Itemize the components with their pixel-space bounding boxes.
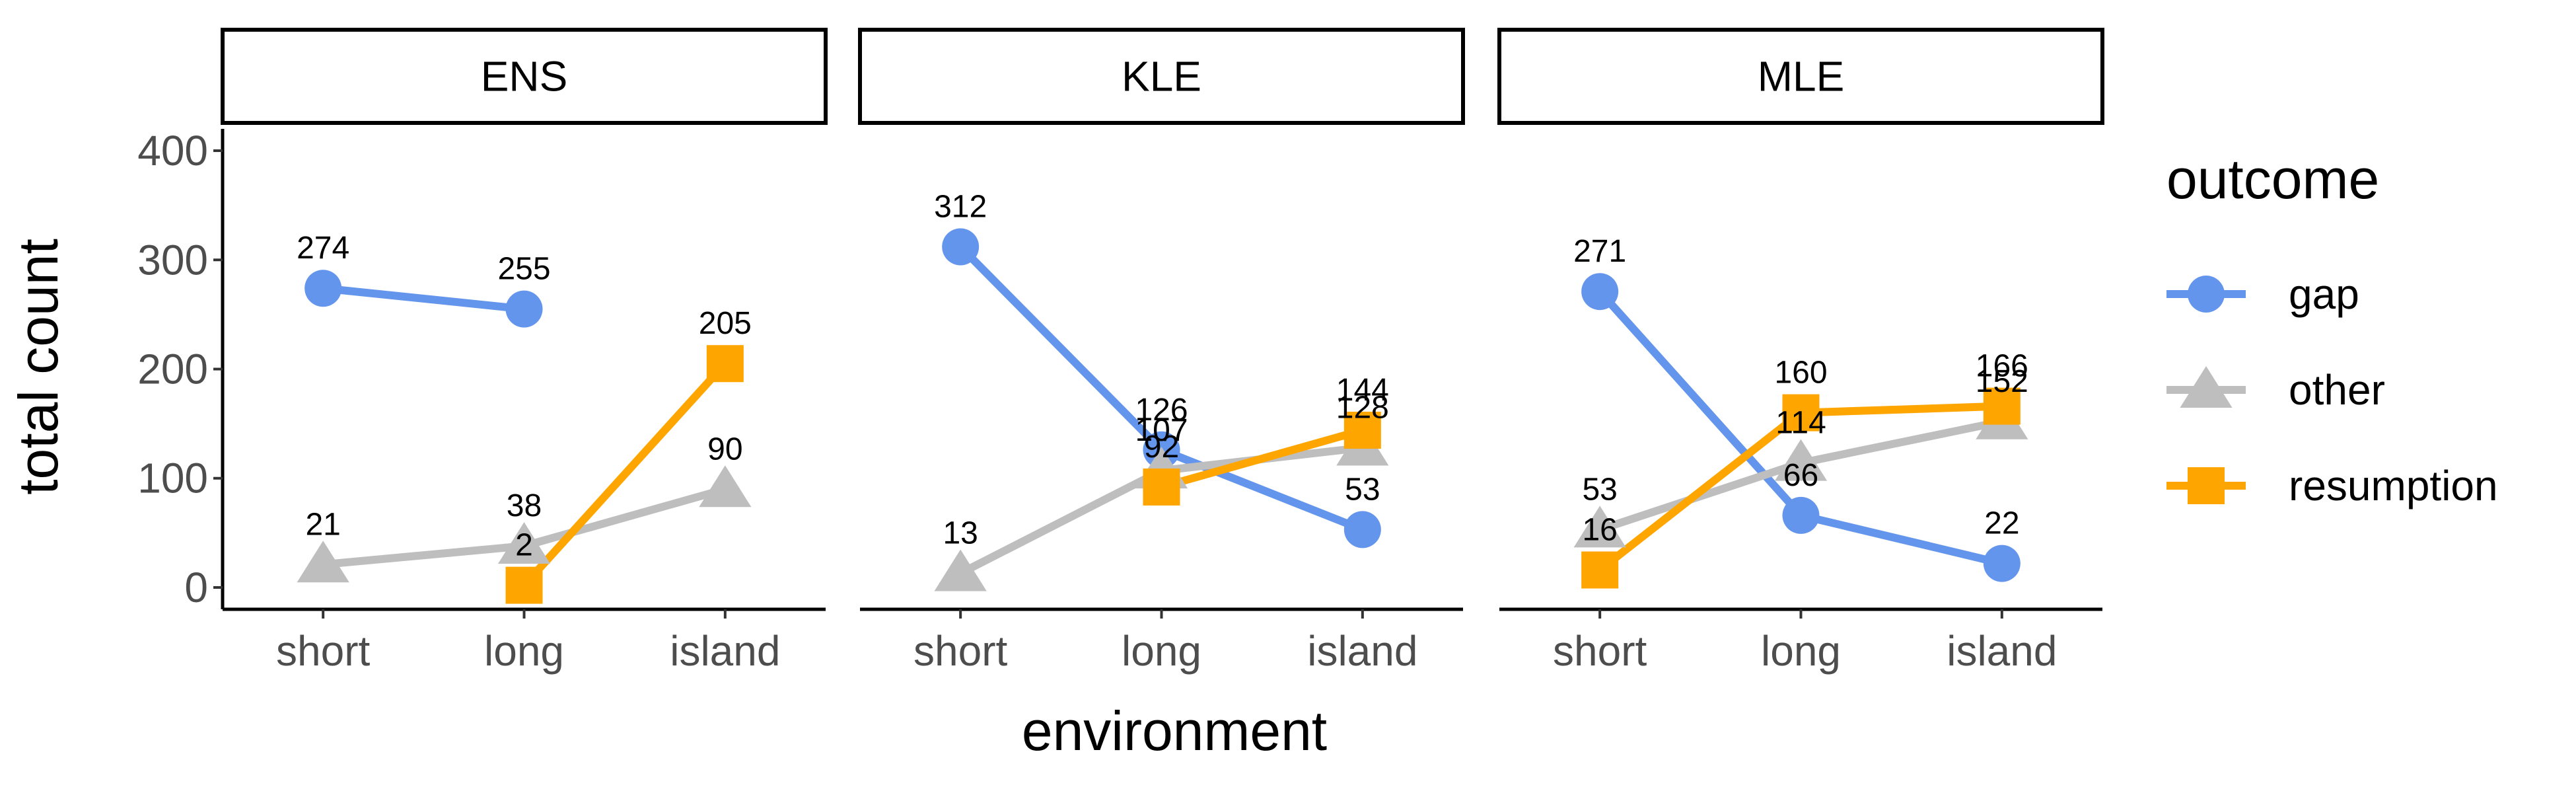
legend-label: resumption <box>2289 462 2498 510</box>
x-tick-label: short <box>1553 627 1647 675</box>
panel-kle: KLE short long island 312 126 53 13 107 128 92 144 <box>858 28 1465 675</box>
other-data-label: 114 <box>1775 406 1826 441</box>
gap-point <box>942 228 980 266</box>
resumption-data-label: 166 <box>1976 349 2028 384</box>
y-tick-label: 100 <box>137 455 208 502</box>
other-point <box>497 522 551 564</box>
gap-point <box>304 270 342 307</box>
other-point <box>934 549 987 591</box>
x-tick-label: long <box>484 627 564 675</box>
resumption-data-label: 16 <box>1582 513 1617 548</box>
other-point <box>699 465 752 508</box>
panel-ens: ENS short long island 274 255 21 38 90 2 205 <box>221 28 828 675</box>
gap-point <box>1343 511 1381 548</box>
gap-data-label: 312 <box>934 189 987 224</box>
legend-label: other <box>2289 366 2385 414</box>
gap-point <box>505 290 543 328</box>
resumption-point <box>706 345 744 383</box>
legend-item-resumption: resumption <box>2166 462 2498 510</box>
resumption-data-label: 205 <box>699 306 752 341</box>
resumption-point <box>1581 551 1619 589</box>
legend-label: gap <box>2289 270 2359 318</box>
x-tick-label: island <box>1307 627 1417 675</box>
y-tick-label: 400 <box>137 127 208 174</box>
resumption-data-label: 2 <box>515 528 533 563</box>
resumption-point <box>1143 468 1180 506</box>
y-axis: 0 100 200 300 400 <box>137 127 225 611</box>
x-tick-label: long <box>1761 627 1841 675</box>
gap-data-label: 271 <box>1573 234 1626 269</box>
y-tick-label: 300 <box>137 236 208 283</box>
panel-mle: MLE short long island 271 66 22 53 114 152 16 160 16… <box>1497 28 2104 675</box>
resumption-point <box>1343 412 1381 449</box>
legend-key-marker <box>2188 467 2225 504</box>
x-tick-label: short <box>913 627 1008 675</box>
resumption-point <box>1782 394 1820 432</box>
other-data-label: 107 <box>1135 413 1188 448</box>
resumption-data-label: 92 <box>1144 430 1179 465</box>
facet-strip-label: ENS <box>481 53 568 100</box>
gap-data-label: 126 <box>1135 393 1188 428</box>
facet-strip <box>858 28 1465 125</box>
x-tick-label: long <box>1122 627 1201 675</box>
y-axis-title: total count <box>7 239 69 495</box>
facet-strip <box>1497 28 2104 125</box>
other-data-label: 13 <box>943 515 978 550</box>
legend-key-marker <box>2188 276 2225 313</box>
facet-strip <box>221 28 828 125</box>
other-point <box>1573 506 1626 548</box>
other-point <box>297 541 349 583</box>
x-axis-title: environment <box>1022 700 1327 762</box>
resumption-point <box>1983 387 2021 425</box>
legend-item-other: other <box>2166 366 2385 414</box>
legend: outcome gap other resumption <box>2166 148 2498 510</box>
gap-line <box>322 284 525 313</box>
other-data-label: 53 <box>1582 472 1617 507</box>
legend-key-marker <box>2180 366 2233 408</box>
gap-data-label: 22 <box>1984 506 2019 541</box>
legend-item-gap: gap <box>2166 270 2359 318</box>
facet-panels: ENS short long island 274 255 21 38 90 2 205 KLE sho… <box>221 28 2104 675</box>
x-tick-label: short <box>276 627 371 675</box>
other-data-label: 128 <box>1336 390 1389 425</box>
resumption-line <box>1160 426 1364 491</box>
resumption-data-label: 144 <box>1336 373 1389 408</box>
gap-point <box>1782 496 1820 534</box>
gap-data-label: 274 <box>297 231 349 266</box>
facet-strip-label: KLE <box>1122 53 1201 100</box>
gap-point <box>1581 273 1619 311</box>
other-data-label: 90 <box>707 432 742 467</box>
other-data-label: 21 <box>305 507 340 542</box>
y-tick-label: 0 <box>184 564 208 611</box>
legend-title: outcome <box>2166 148 2379 210</box>
x-tick-label: island <box>1947 627 2057 675</box>
gap-data-label: 66 <box>1783 458 1818 493</box>
resumption-data-label: 160 <box>1774 356 1827 391</box>
x-tick-label: island <box>670 627 780 675</box>
other-data-label: 152 <box>1976 364 2028 399</box>
resumption-point <box>505 566 543 604</box>
gap-data-label: 255 <box>497 252 550 287</box>
other-point <box>1774 439 1828 481</box>
facet-strip-label: MLE <box>1758 53 1845 100</box>
gap-point <box>1983 545 2021 582</box>
y-tick-label: 200 <box>137 346 208 393</box>
resumption-line <box>521 361 729 588</box>
gap-data-label: 53 <box>1345 472 1380 507</box>
other-data-label: 38 <box>507 488 542 523</box>
